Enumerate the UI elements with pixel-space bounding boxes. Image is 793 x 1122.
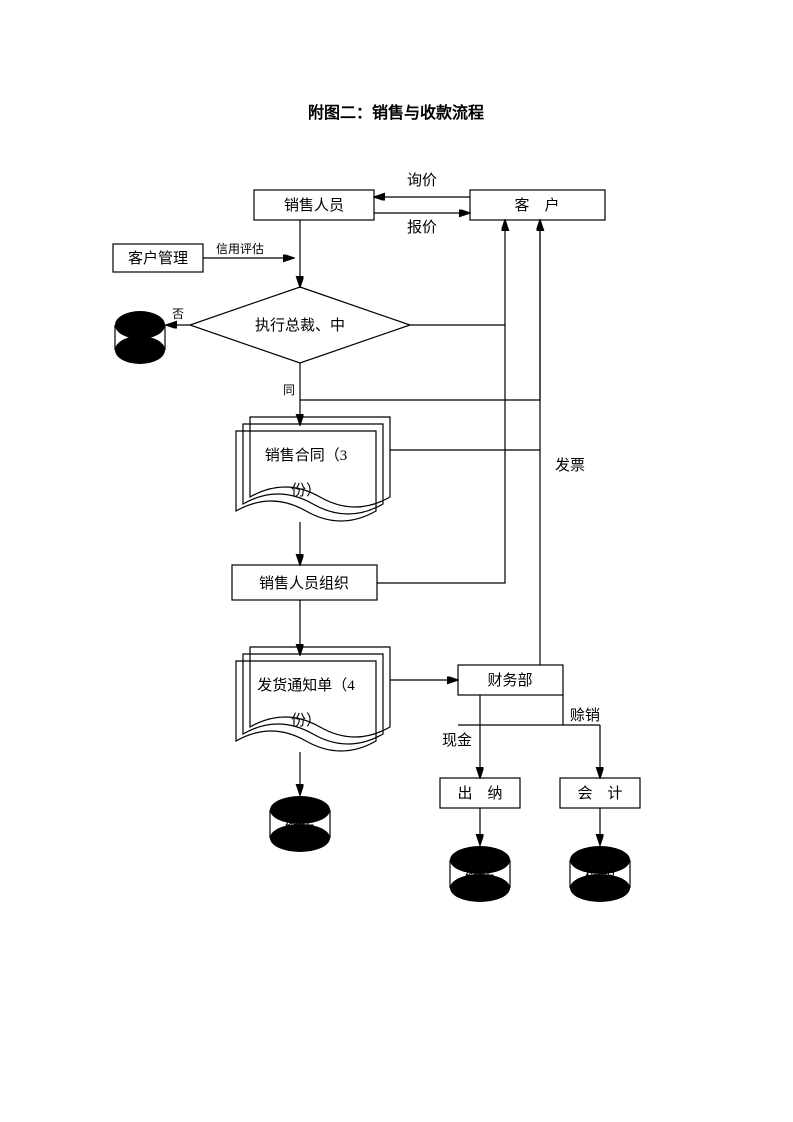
label-sales-org: 销售人员组织 (259, 575, 349, 592)
label-terminal-3: 终止 (465, 869, 495, 886)
label-ship-l2: 份） (291, 712, 321, 729)
label-invoice: 发票 (555, 457, 585, 474)
label-contract-l2: 份） (291, 482, 321, 499)
diagram-title: 附图二：销售与收款流程 (308, 103, 484, 122)
node-contract (236, 417, 390, 521)
label-terminal-4: 催款 (585, 869, 615, 886)
label-credit-eval: 信用评估 (216, 242, 264, 256)
label-ship-l1: 发货通知单（4 (257, 677, 355, 694)
label-customer-mgmt: 客户管理 (128, 250, 188, 267)
flowchart-canvas: 附图二：销售与收款流程 销售人员 客 户 询价 报价 客户管理 信用评估 执行总… (0, 0, 793, 1122)
label-inquiry: 询价 (407, 172, 437, 189)
edge-salesorg-up (377, 325, 505, 583)
label-terminal-2: 终止 (285, 819, 315, 836)
label-quote: 报价 (407, 219, 437, 236)
node-ship-notice (236, 647, 390, 751)
label-customer: 客 户 (514, 197, 559, 214)
label-accounting: 会 计 (577, 785, 622, 802)
label-no: 否 (172, 307, 184, 321)
label-cashier: 出 纳 (457, 785, 502, 802)
label-terminal-1: 终 (132, 330, 147, 347)
label-decision: 执行总裁、中 (255, 317, 345, 334)
label-yes: 同 (283, 383, 295, 397)
label-credit-sale: 赊销 (570, 707, 600, 724)
label-sales-staff: 销售人员 (284, 197, 344, 214)
label-contract-l1: 销售合同（3 (265, 447, 348, 464)
label-cash: 现金 (442, 732, 472, 749)
label-finance: 财务部 (487, 672, 532, 689)
edge-customer-to-contract (300, 220, 540, 400)
